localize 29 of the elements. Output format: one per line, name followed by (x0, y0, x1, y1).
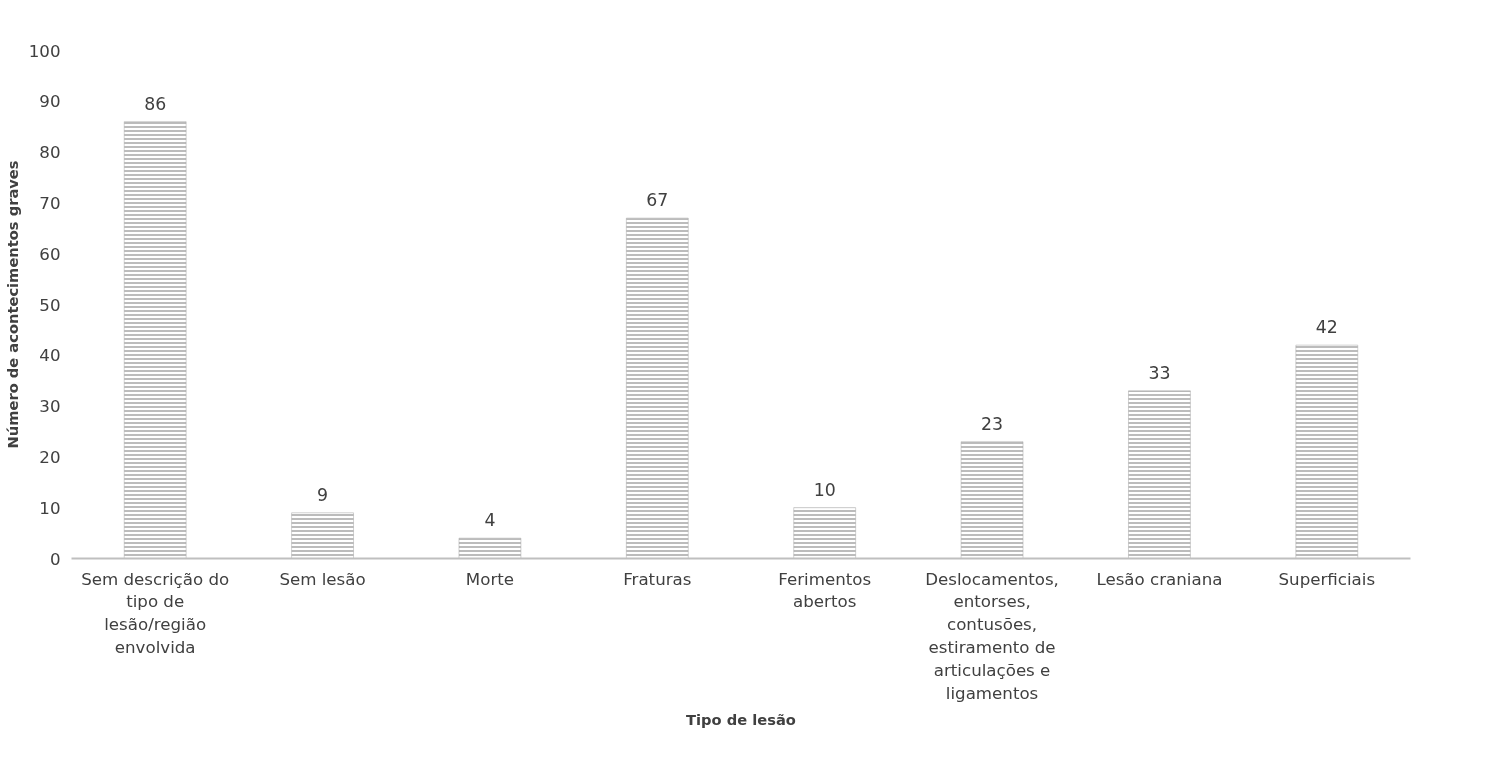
y-tick-label: 90 (39, 92, 61, 112)
x-tick-label: Sem lesão (279, 569, 366, 589)
y-tick-label: 20 (39, 447, 61, 467)
y-tick-label: 60 (39, 244, 61, 264)
data-label: 10 (813, 479, 836, 500)
data-label: 4 (484, 510, 496, 531)
x-tick-label: Lesão craniana (1096, 569, 1223, 589)
x-tick-label: Morte (465, 569, 515, 589)
x-axis-title: Tipo de lesão (686, 710, 796, 728)
data-label: 86 (144, 93, 167, 114)
data-label: 67 (646, 190, 669, 211)
y-tick-label: 40 (39, 346, 61, 366)
y-tick-label: 0 (49, 549, 61, 569)
y-axis-title: Número de acontecimentos graves (3, 160, 21, 449)
y-tick-label: 80 (39, 143, 61, 163)
data-label: 9 (317, 484, 329, 505)
y-tick-label: 100 (28, 41, 61, 61)
y-tick-label: 30 (39, 397, 61, 417)
y-tick-label: 70 (39, 193, 61, 213)
x-tick-label: Superficiais (1278, 569, 1376, 589)
x-tick-label: Deslocamentos, entorses, contusões, estiramento de articulações e ligamentos (925, 569, 1059, 703)
x-tick-label: Fraturas (623, 569, 692, 589)
data-label: 33 (1148, 362, 1171, 383)
x-tick-label: Ferimentos abertos (778, 569, 872, 612)
y-tick-label: 50 (39, 295, 61, 315)
y-tick-label: 10 (39, 498, 61, 518)
data-label: 42 (1315, 317, 1338, 338)
data-label: 23 (981, 413, 1004, 434)
x-tick-label: Sem descrição do tipo de lesão/região envolvida (81, 569, 230, 657)
